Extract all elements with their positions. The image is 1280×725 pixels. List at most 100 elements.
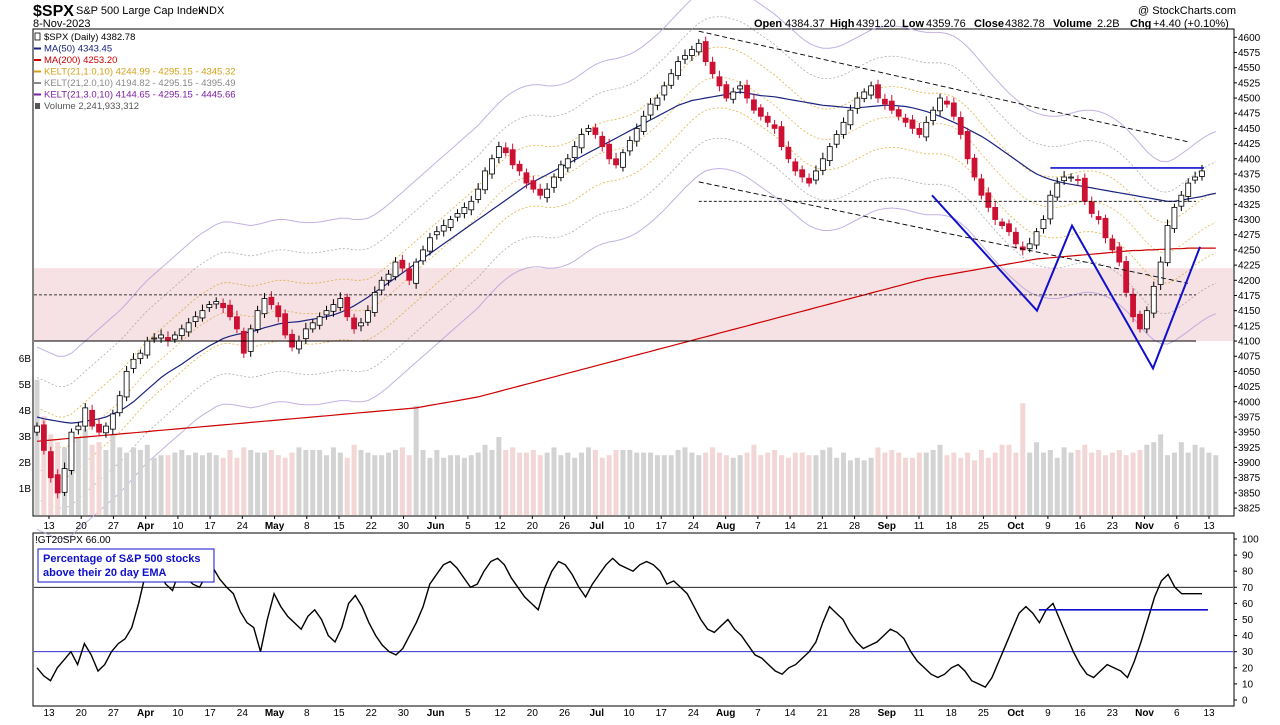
- price-tick-label: 4525: [1238, 78, 1261, 89]
- candle-body: [109, 413, 116, 430]
- volume-bar: [978, 450, 984, 515]
- candle: [985, 187, 992, 213]
- volume-bar: [427, 457, 433, 515]
- price-tick-label: 4075: [1238, 352, 1261, 363]
- legend-entry: KELT(21,3.0,10) 4144.65 - 4295.15 - 4445…: [44, 90, 236, 101]
- volume-bar: [1137, 450, 1143, 515]
- lower-x-tick-label: 28: [849, 708, 861, 719]
- candle: [1081, 173, 1088, 205]
- candle-body: [1040, 219, 1047, 230]
- candle: [358, 317, 364, 332]
- volume-bar: [723, 455, 729, 515]
- lower-x-tick-label: 23: [1107, 708, 1119, 719]
- candle: [530, 175, 537, 193]
- x-tick-label: 22: [366, 521, 378, 532]
- lower-x-tick-label: 24: [688, 708, 700, 719]
- candle-body: [364, 310, 371, 323]
- candle-body: [261, 298, 268, 315]
- volume-bar: [441, 457, 447, 515]
- volume-bar: [1158, 434, 1164, 515]
- volume-bar: [1116, 450, 1122, 515]
- volume-bar: [261, 452, 267, 515]
- candle-body: [54, 474, 61, 494]
- lower-x-tick-label: Aug: [716, 708, 735, 719]
- candle-body: [950, 102, 957, 117]
- x-tick-label: 16: [1075, 521, 1087, 532]
- candle-body: [371, 292, 378, 313]
- candle: [613, 152, 619, 169]
- candle: [751, 93, 757, 114]
- candle: [826, 142, 833, 167]
- candle-body: [578, 134, 585, 149]
- candle: [695, 39, 702, 56]
- breadth-tick-label: 20: [1242, 663, 1254, 674]
- candle-body: [351, 317, 358, 330]
- price-tick-label: 4550: [1238, 63, 1261, 74]
- volume-bar: [882, 452, 888, 515]
- candle-body: [406, 268, 413, 281]
- legend-entry: KELT(21,2.0,10) 4194.82 - 4295.15 - 4395…: [44, 78, 236, 89]
- candle: [778, 121, 785, 151]
- candle: [592, 123, 599, 139]
- volume-bar: [213, 455, 219, 515]
- volume-bar: [496, 437, 502, 515]
- legend-entry: MA(50) 4343.45: [44, 44, 112, 55]
- candle: [316, 312, 323, 330]
- candle-body: [895, 109, 902, 117]
- candle: [1130, 288, 1136, 323]
- candle-body: [957, 117, 964, 135]
- volume-bar: [255, 452, 261, 515]
- price-tick-label: 3850: [1238, 488, 1261, 499]
- candle: [881, 93, 888, 110]
- breadth-tick-label: 10: [1242, 679, 1254, 690]
- candle: [344, 293, 351, 321]
- breadth-tick-label: 60: [1242, 599, 1254, 610]
- candle-body: [606, 143, 613, 160]
- candle-body: [716, 76, 723, 87]
- ticker-symbol: $SPX: [33, 3, 74, 20]
- volume-bar: [475, 452, 481, 515]
- volume-bar: [765, 452, 771, 515]
- candle-body: [220, 302, 227, 309]
- candle-body: [888, 100, 895, 111]
- candle: [323, 305, 330, 320]
- lower-x-tick-label: 7: [755, 708, 761, 719]
- candle-body: [413, 261, 420, 284]
- candle-body: [1143, 310, 1150, 330]
- keltner-3-upper: [36, 0, 1216, 357]
- candle: [1047, 190, 1054, 225]
- moving-averages: [36, 91, 1216, 442]
- low-label: Low: [902, 18, 924, 30]
- lower-x-tick-label: Nov: [1135, 708, 1154, 719]
- volume-bar: [103, 450, 109, 515]
- price-tick-label: 4350: [1238, 185, 1261, 196]
- candle: [178, 324, 185, 340]
- lower-x-tick-label: 22: [366, 708, 378, 719]
- volume-bar: [358, 450, 364, 515]
- breadth-tick-label: 0: [1242, 696, 1248, 707]
- legend-candle-icon: [34, 32, 41, 41]
- candle: [1061, 170, 1068, 185]
- x-tick-label: 14: [785, 521, 797, 532]
- candle: [578, 128, 585, 154]
- x-tick-label: 13: [1203, 521, 1215, 532]
- price-tick-label: 3900: [1238, 458, 1261, 469]
- volume-bar: [889, 450, 895, 515]
- price-tick-label: 3825: [1238, 504, 1261, 515]
- candle: [709, 56, 716, 79]
- candle: [840, 117, 847, 139]
- candle: [1109, 234, 1116, 254]
- volume-bar: [275, 455, 281, 515]
- chg-label: Chg: [1130, 18, 1151, 30]
- candle: [1012, 227, 1019, 249]
- candle-body: [509, 149, 516, 166]
- volume-bar: [1040, 452, 1046, 515]
- volume-bar: [785, 457, 791, 515]
- volume-bar: [937, 444, 943, 515]
- candle-body: [785, 146, 792, 160]
- keltner-2-upper: [36, 16, 1216, 387]
- chg-value: +4.40 (+0.10%): [1153, 18, 1229, 30]
- candle-body: [792, 161, 799, 172]
- volume-bar: [1144, 444, 1150, 515]
